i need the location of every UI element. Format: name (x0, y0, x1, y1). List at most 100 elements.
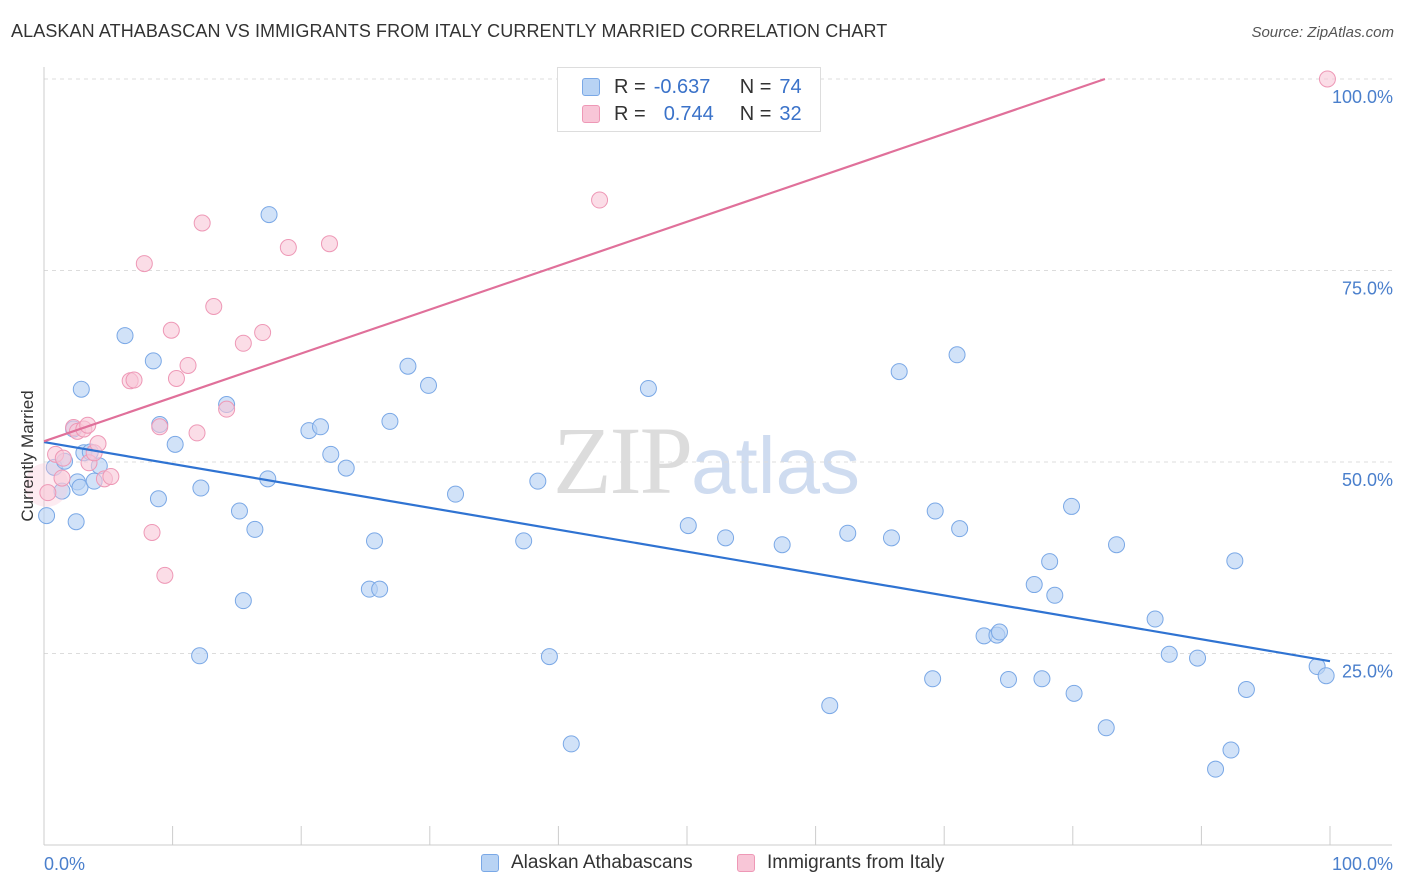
series-legend: Alaskan Athabascans Immigrants from Ital… (0, 852, 1406, 878)
data-point (188, 424, 206, 442)
data-point (591, 191, 609, 209)
data-point (191, 647, 209, 665)
data-point (990, 623, 1008, 641)
data-point (1046, 586, 1064, 604)
data-point (218, 400, 236, 418)
data-point (447, 485, 465, 503)
legend-row-blue: R = -0.637 N = 74 (558, 74, 802, 100)
watermark: ZIPatlas (553, 405, 860, 516)
data-point (951, 520, 969, 538)
data-point (381, 412, 399, 430)
legend-swatch-pink (582, 105, 600, 123)
legend-r-label: R = (614, 75, 646, 98)
data-point (151, 418, 169, 436)
data-point (1189, 649, 1207, 667)
data-point (102, 468, 120, 486)
data-point (639, 379, 657, 397)
legend-n-value: 74 (779, 75, 802, 98)
data-point (162, 321, 180, 339)
data-point (135, 255, 153, 273)
data-point (371, 580, 389, 598)
data-point (156, 566, 174, 584)
data-point (234, 592, 252, 610)
data-point (717, 529, 735, 547)
series-alaskan-athabascans (38, 206, 1335, 778)
data-point (254, 324, 272, 342)
data-point (366, 532, 384, 550)
data-point (515, 532, 533, 550)
data-point (193, 214, 211, 232)
data-point (234, 334, 252, 352)
chart-title: ALASKAN ATHABASCAN VS IMMIGRANTS FROM IT… (11, 21, 888, 41)
data-point (1146, 610, 1164, 628)
legend-row-pink: R = 0.744 N = 32 (558, 101, 802, 127)
data-point (53, 469, 71, 487)
legend-r-value: -0.637 (653, 75, 711, 98)
y-tick-label: 25.0% (1342, 662, 1393, 682)
data-point (882, 529, 900, 547)
data-point (125, 371, 143, 389)
trend-lines (43, 77, 1331, 663)
data-point (192, 479, 210, 497)
legend-r-label: R = (614, 102, 646, 125)
data-point (679, 517, 697, 535)
data-point (260, 206, 278, 224)
data-point (1000, 671, 1017, 689)
y-tick-label: 50.0% (1342, 470, 1393, 490)
trend-line-blue (43, 440, 1331, 663)
data-point (1222, 741, 1240, 759)
data-point (399, 357, 417, 375)
data-point (1063, 497, 1081, 515)
data-point (279, 239, 297, 257)
data-point (839, 524, 857, 542)
data-point (246, 520, 264, 538)
axes (43, 67, 1392, 846)
legend-item-immigrants-from-italy: Immigrants from Italy (737, 852, 944, 874)
data-point (1317, 667, 1335, 685)
data-point (54, 449, 72, 467)
data-point (38, 507, 56, 525)
data-point (1065, 684, 1083, 702)
data-point (562, 735, 580, 753)
data-point (1160, 645, 1178, 663)
data-point (144, 352, 162, 370)
y-tick-label: 75.0% (1342, 279, 1393, 299)
data-point (1318, 70, 1336, 88)
data-point (149, 490, 167, 508)
y-axis-label: Currently Married (18, 390, 37, 521)
tick-labels: 25.0% 50.0% 75.0% 100.0% 0.0% 100.0% (44, 87, 1393, 874)
data-point (143, 523, 161, 541)
data-point (529, 472, 547, 490)
data-point (1108, 536, 1126, 554)
data-point (322, 445, 340, 463)
legend-n-value: 32 (779, 102, 802, 125)
legend-item-alaskan-athabascans: Alaskan Athabascans (481, 852, 693, 874)
data-point (167, 370, 185, 388)
legend-swatch-blue (481, 854, 499, 872)
x-tick-label: 100.0% (1332, 854, 1393, 874)
data-point (179, 356, 197, 374)
data-point (320, 235, 338, 253)
data-point (67, 513, 85, 531)
data-point (926, 502, 944, 520)
data-point (1237, 681, 1255, 699)
data-point (39, 484, 57, 502)
data-point (1025, 576, 1043, 594)
legend-n-label: N = (739, 75, 772, 98)
series-immigrants-from-italy (24, 70, 1336, 584)
data-point (116, 327, 134, 345)
data-point (311, 418, 329, 436)
legend-item-label: Alaskan Athabascans (511, 852, 693, 873)
data-point (420, 376, 438, 394)
trend-line-pink (43, 77, 1106, 443)
legend-item-label: Immigrants from Italy (767, 852, 945, 873)
legend-swatch-blue (582, 78, 600, 96)
data-point (1097, 719, 1115, 737)
correlation-legend: R = -0.637 N = 74 R = 0.744 N = 32 (557, 67, 821, 132)
watermark-atlas: atlas (691, 421, 860, 510)
grid-lines (44, 78, 1392, 654)
legend-swatch-pink (737, 854, 755, 872)
data-point (72, 380, 90, 398)
data-point (890, 363, 908, 381)
